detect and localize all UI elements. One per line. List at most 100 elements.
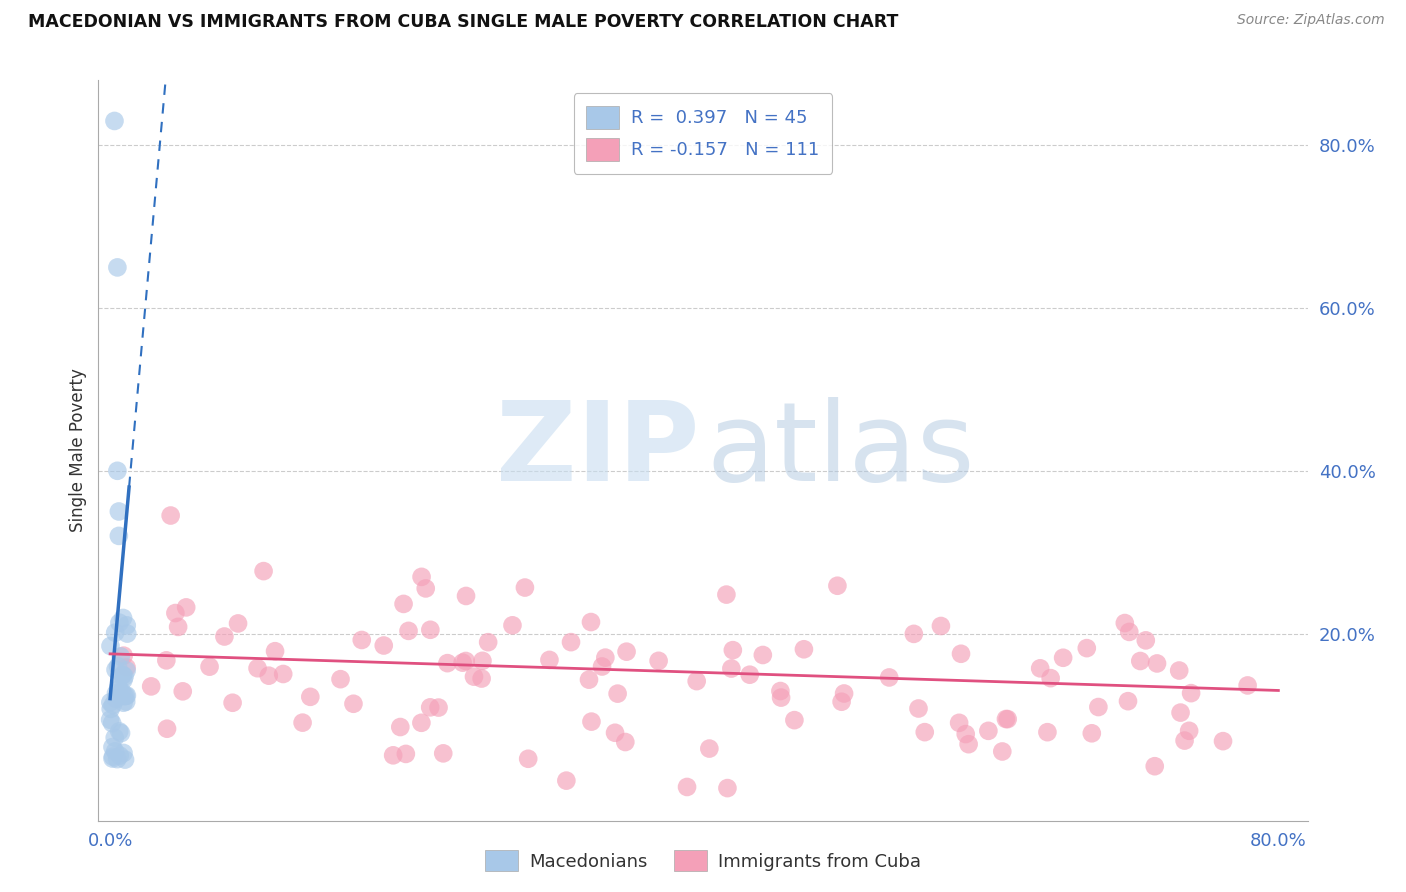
Point xyxy=(471,672,494,686)
Point xyxy=(112,746,135,760)
Point xyxy=(350,632,373,647)
Point xyxy=(538,653,561,667)
Point xyxy=(591,659,613,673)
Point xyxy=(214,630,236,644)
Point xyxy=(955,727,977,741)
Point xyxy=(165,606,187,620)
Point xyxy=(112,611,135,625)
Point xyxy=(831,695,853,709)
Point xyxy=(108,615,131,630)
Point xyxy=(110,726,132,740)
Point xyxy=(107,464,129,478)
Point xyxy=(246,661,269,675)
Text: atlas: atlas xyxy=(707,397,976,504)
Point xyxy=(114,669,136,683)
Point xyxy=(155,653,177,667)
Point xyxy=(451,656,474,670)
Point xyxy=(977,723,1000,738)
Point xyxy=(291,715,314,730)
Point xyxy=(107,680,129,694)
Point xyxy=(104,731,127,745)
Point xyxy=(419,700,441,714)
Point xyxy=(616,645,638,659)
Point xyxy=(716,781,738,796)
Point xyxy=(98,695,121,709)
Point xyxy=(581,714,603,729)
Point xyxy=(1029,661,1052,675)
Point xyxy=(1087,700,1109,714)
Point xyxy=(411,715,433,730)
Point xyxy=(104,663,127,677)
Text: ZIP: ZIP xyxy=(496,397,699,504)
Y-axis label: Single Male Poverty: Single Male Poverty xyxy=(69,368,87,533)
Point xyxy=(595,650,617,665)
Point xyxy=(716,588,738,602)
Point xyxy=(1135,633,1157,648)
Point xyxy=(105,752,128,766)
Point xyxy=(1146,657,1168,671)
Point xyxy=(115,689,138,703)
Point xyxy=(427,700,450,714)
Point xyxy=(517,752,540,766)
Point xyxy=(793,642,815,657)
Point xyxy=(104,691,127,706)
Point xyxy=(1212,734,1234,748)
Point xyxy=(877,670,900,684)
Point xyxy=(108,748,131,763)
Point xyxy=(1178,723,1201,738)
Point xyxy=(264,644,287,658)
Point xyxy=(914,725,936,739)
Point xyxy=(1114,615,1136,630)
Point xyxy=(198,659,221,673)
Point xyxy=(603,725,626,739)
Point xyxy=(115,689,138,703)
Point xyxy=(252,564,274,578)
Point xyxy=(1036,725,1059,739)
Point xyxy=(471,654,494,668)
Point xyxy=(699,741,721,756)
Point xyxy=(1052,650,1074,665)
Point xyxy=(115,626,138,640)
Point xyxy=(752,648,775,662)
Point xyxy=(1180,686,1202,700)
Point xyxy=(1168,664,1191,678)
Point xyxy=(395,747,418,761)
Point xyxy=(167,620,190,634)
Point xyxy=(560,635,582,649)
Point xyxy=(107,682,129,697)
Point xyxy=(111,684,134,698)
Point xyxy=(957,737,980,751)
Point xyxy=(1116,694,1139,708)
Point xyxy=(994,712,1017,726)
Point xyxy=(463,670,485,684)
Point xyxy=(257,668,280,682)
Point xyxy=(676,780,699,794)
Point xyxy=(110,649,132,664)
Point xyxy=(783,713,806,727)
Point xyxy=(606,687,628,701)
Point xyxy=(454,654,477,668)
Point xyxy=(100,639,122,653)
Point xyxy=(221,696,243,710)
Legend: Macedonians, Immigrants from Cuba: Macedonians, Immigrants from Cuba xyxy=(478,843,928,879)
Point xyxy=(903,627,925,641)
Point xyxy=(1076,641,1098,656)
Point xyxy=(832,686,855,700)
Point xyxy=(950,647,973,661)
Point xyxy=(104,744,127,758)
Point xyxy=(720,661,742,675)
Point xyxy=(112,673,135,687)
Point xyxy=(101,749,124,764)
Point xyxy=(501,618,523,632)
Point xyxy=(112,689,135,703)
Point xyxy=(721,643,744,657)
Point xyxy=(614,735,637,749)
Point xyxy=(432,747,454,761)
Point xyxy=(108,529,131,543)
Point xyxy=(997,712,1019,726)
Point xyxy=(342,697,364,711)
Point xyxy=(1118,624,1140,639)
Point xyxy=(107,260,129,275)
Point xyxy=(226,616,249,631)
Point xyxy=(373,639,395,653)
